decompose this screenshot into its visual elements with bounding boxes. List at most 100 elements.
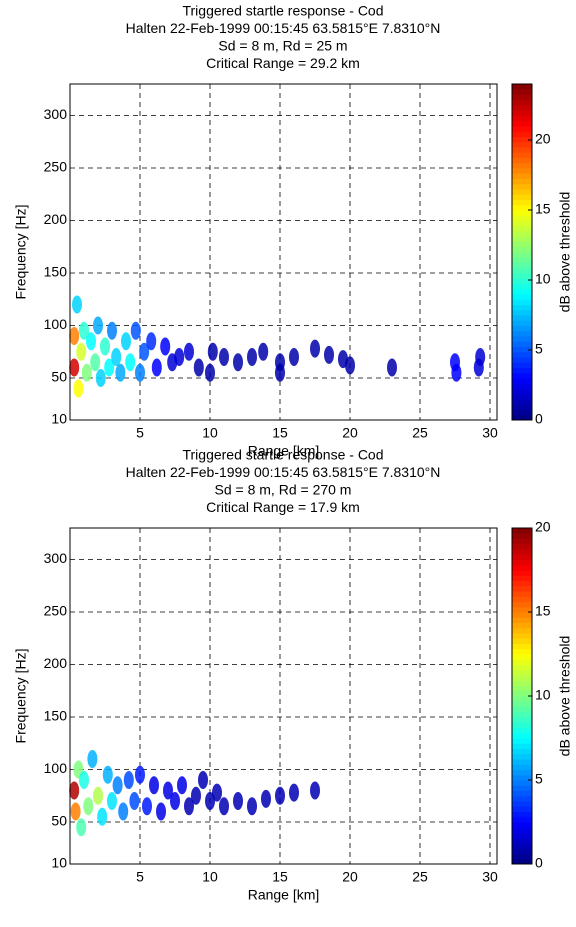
colorbar-segment [512,393,532,400]
data-point [135,765,145,784]
data-point [275,363,285,382]
colorbar-segment [512,267,532,274]
y-axis-label: Frequency [Hz] [13,649,29,744]
colorbar-segment [512,199,532,206]
colorbar-segment [512,722,532,728]
data-point [97,807,108,826]
data-point [149,776,159,795]
colorbar-tick-label: 20 [535,519,551,535]
data-point [219,797,229,816]
data-points [69,750,320,837]
data-point [69,327,80,345]
colorbar-segment [512,288,532,295]
colorbar-segment [512,654,532,660]
colorbar-segment [512,362,532,368]
colorbar-segment [512,732,532,739]
colorbar-segment [512,680,532,686]
colorbar-segment [512,743,532,749]
colorbar-segment [512,225,532,232]
data-point [247,797,257,816]
colorbar-segment [512,533,532,539]
y-tick-label: 250 [44,159,68,175]
data-point [69,781,80,800]
colorbar-segment [512,780,532,786]
data-point [83,797,94,816]
x-tick-label: 5 [136,869,144,885]
colorbar-segment [512,89,532,95]
y-tick-label: 150 [44,708,68,724]
colorbar-segment [512,325,532,332]
data-point [160,337,171,356]
data-point [72,295,82,314]
data-point [129,792,140,810]
chart-title: Sd = 8 m, Rd = 25 m [218,38,347,54]
y-tick-label: 200 [44,211,68,227]
colorbar-segment [512,612,532,618]
data-point [177,776,187,795]
colorbar-segment [512,858,532,865]
colorbar-frame [511,83,533,421]
data-point [275,786,285,805]
colorbar-tick-label: 15 [535,201,551,217]
x-tick-label: 10 [202,425,218,441]
chart-title: Critical Range = 17.9 km [206,499,360,515]
data-point [102,765,113,784]
colorbar-segment [512,606,532,613]
data-point [104,358,115,377]
colorbar-segment [512,575,532,581]
colorbar-segment [512,262,532,269]
data-point [387,358,397,377]
colorbar-segment [512,748,532,755]
colorbar-segment [512,388,532,395]
colorbar-segment [512,246,532,253]
colorbar-segment [512,141,532,148]
data-point [112,776,123,795]
x-tick-label: 30 [482,869,498,885]
colorbar-segment [512,801,532,807]
data-point [174,348,185,366]
colorbar-segment [512,189,532,195]
data-point [111,348,122,366]
x-tick-label: 20 [342,869,358,885]
data-point [79,771,89,789]
x-tick-label: 10 [202,869,218,885]
y-tick-label: 50 [51,813,67,829]
y-tick-label: 300 [44,106,68,122]
colorbar-segment [512,283,532,290]
x-tick-label: 25 [412,425,428,441]
data-point [90,353,101,372]
colorbar-segment [512,105,532,111]
colorbar-tick-label: 5 [535,341,543,357]
colorbar-segment [512,351,532,358]
colorbar-segment [512,168,532,174]
colorbar-segment [512,278,532,284]
colorbar-segment [512,843,532,849]
data-point [198,771,208,789]
data-point [156,802,166,821]
data-point [151,358,162,377]
data-point [125,353,136,372]
colorbar-segment [512,183,532,190]
y-tick-label: 300 [44,550,68,566]
colorbar-segment [512,706,532,713]
colorbar-tick-label: 10 [535,687,551,703]
colorbar-tick-label: 20 [535,131,551,147]
colorbar-segment [512,299,532,305]
x-tick-label: 15 [272,425,288,441]
y-tick-label: 250 [44,603,68,619]
data-point [135,363,145,382]
colorbar-segment [512,638,532,644]
data-point [121,332,131,351]
axes-frame [69,83,498,421]
data-point [289,348,299,366]
y-axis-label: Frequency [Hz] [13,205,29,300]
colorbar-segment [512,273,532,279]
y-tick-label: 100 [44,760,68,776]
data-point [115,363,126,382]
colorbar-segment [512,330,532,337]
x-tick-label: 15 [272,869,288,885]
data-point [79,321,89,340]
data-point [261,789,271,808]
colorbar-segment [512,399,532,405]
